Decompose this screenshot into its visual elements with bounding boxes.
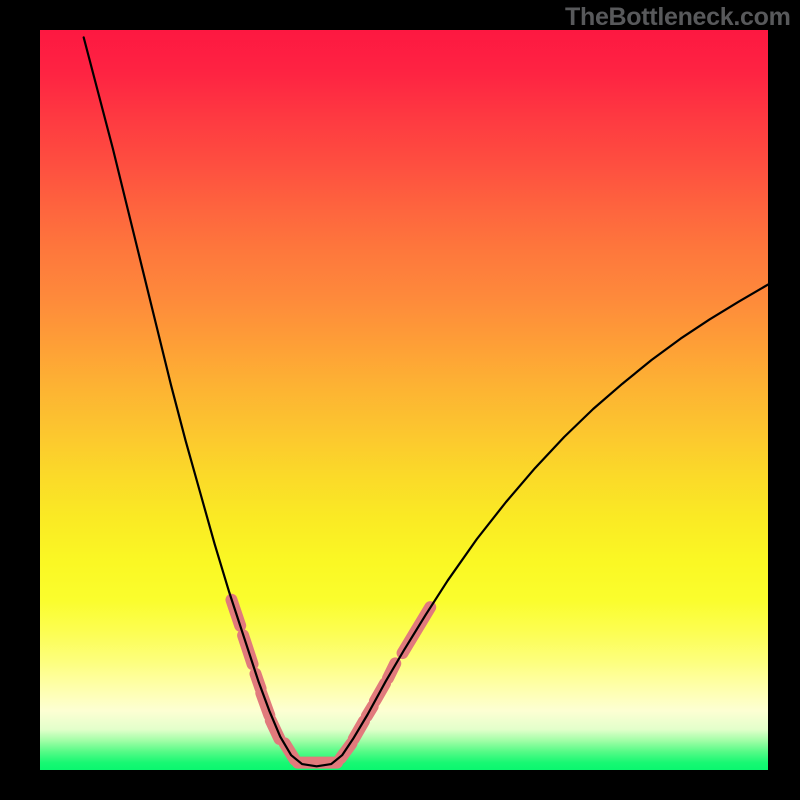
plot-area <box>40 30 768 770</box>
chart-svg <box>40 30 768 770</box>
highlight-segment <box>261 693 269 715</box>
gradient-background <box>40 30 768 770</box>
watermark-label: TheBottleneck.com <box>565 3 791 32</box>
